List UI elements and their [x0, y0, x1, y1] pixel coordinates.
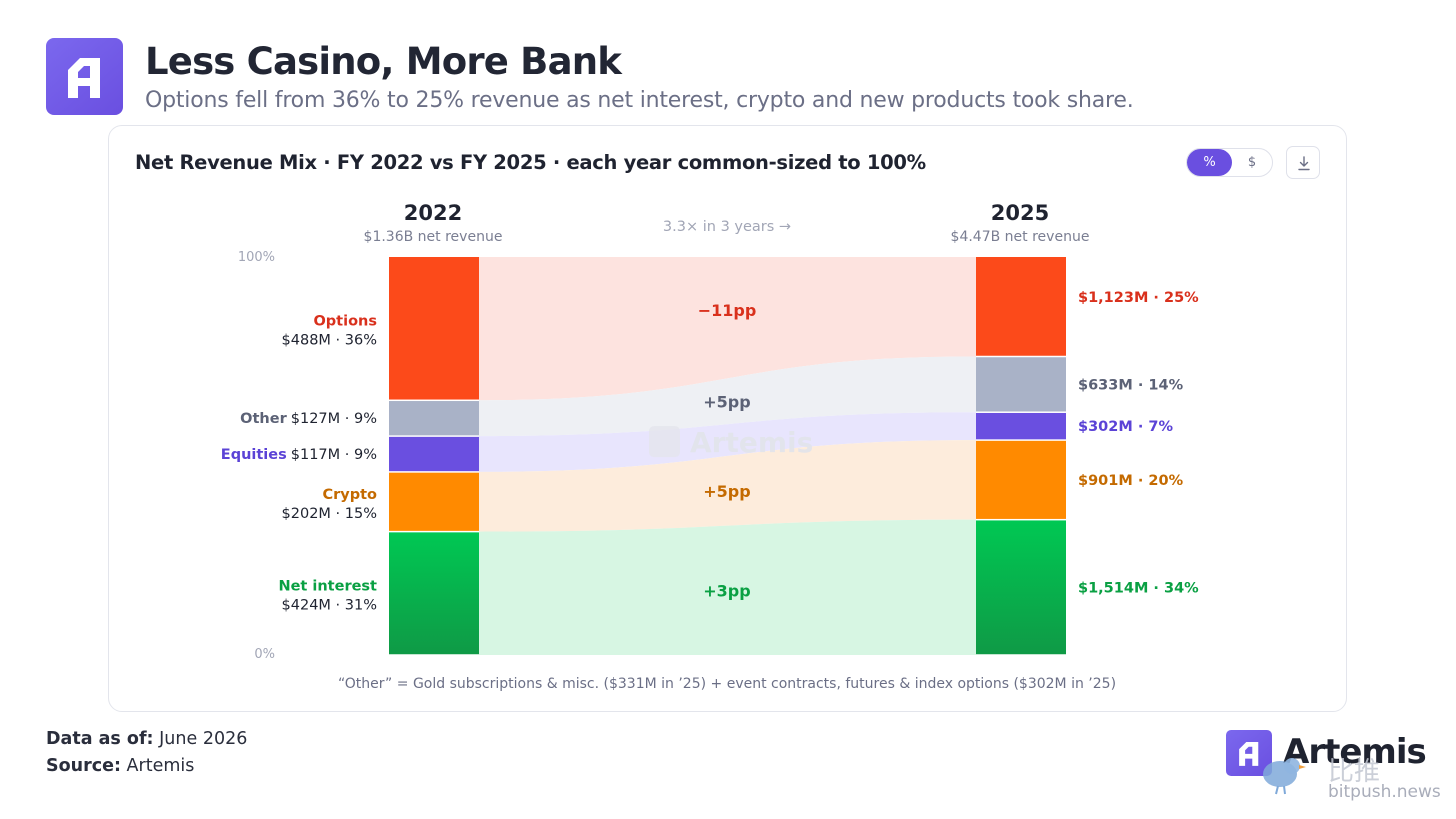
- label-2025-other: $633M · 14%: [1078, 377, 1184, 393]
- bar-2025-net-interest: [976, 520, 1066, 655]
- label-2022-value-equities: $117M · 9%: [291, 447, 377, 463]
- watermark-url: bitpush.news: [1328, 782, 1441, 802]
- y-tick-0: 0%: [254, 647, 275, 662]
- label-2025-net-interest: $1,514M · 34%: [1078, 580, 1199, 596]
- bar-2025-options: [976, 257, 1066, 356]
- y-tick-100: 100%: [238, 250, 275, 265]
- download-icon: [1298, 156, 1310, 171]
- flow-label-crypto: +5pp: [703, 482, 750, 501]
- bar-2025-equities: [976, 412, 1066, 440]
- brand-name: Artemis: [1283, 732, 1427, 772]
- watermark-cn: 比推: [1328, 757, 1381, 787]
- data-as-of: Data as of: June 2026: [46, 729, 247, 749]
- bar-2025-crypto: [976, 440, 1066, 519]
- column-year-2022: 2022: [404, 201, 462, 225]
- growth-label: 3.3× in 3 years →: [663, 219, 791, 235]
- label-2025-equities: $302M · 7%: [1078, 419, 1173, 435]
- bar-2022-other: [389, 401, 479, 436]
- artemis-logo-icon: [68, 58, 100, 98]
- source: Source: Artemis: [46, 756, 194, 776]
- label-2022-name-net-interest: Net interest: [278, 578, 377, 594]
- chart-watermark: Artemis: [690, 426, 813, 459]
- label-2025-crypto: $901M · 20%: [1078, 473, 1184, 489]
- bar-2022-crypto: [389, 472, 479, 531]
- bird-icon: [1263, 758, 1306, 795]
- bar-2022-equities: [389, 436, 479, 472]
- data-as-of-label: Data as of:: [46, 729, 154, 749]
- label-2022-value-net-interest: $424M · 31%: [282, 597, 377, 613]
- bar-2022-net-interest: [389, 532, 479, 655]
- flow-equities: [479, 412, 976, 472]
- label-2022-name-other: Other: [240, 411, 287, 427]
- brand-logo-icon: [1239, 741, 1259, 766]
- dollar-toggle-button[interactable]: $: [1247, 155, 1257, 170]
- chart-title: Net Revenue Mix · FY 2022 vs FY 2025 · e…: [135, 151, 926, 174]
- flow-options: [479, 257, 976, 401]
- source-value: Artemis: [126, 756, 195, 776]
- label-2022-name-crypto: Crypto: [322, 487, 377, 503]
- chart-footnote: “Other” = Gold subscriptions & misc. ($3…: [338, 676, 1116, 692]
- column-caption-2025: $4.47B net revenue: [951, 229, 1090, 245]
- data-as-of-value: June 2026: [159, 729, 248, 749]
- percent-toggle-button[interactable]: %: [1187, 149, 1232, 176]
- label-2025-options: $1,123M · 25%: [1078, 290, 1199, 306]
- flow-label-options: −11pp: [698, 301, 757, 320]
- flow-net-interest: [479, 519, 976, 655]
- flow-label-other: +5pp: [703, 392, 750, 411]
- column-caption-2022: $1.36B net revenue: [364, 229, 503, 245]
- source-label: Source:: [46, 756, 121, 776]
- page-title: Less Casino, More Bank: [145, 40, 622, 83]
- label-2022-name-equities: Equities: [221, 447, 287, 463]
- label-2022-value-options: $488M · 36%: [282, 333, 377, 349]
- label-2022-value-other: $127M · 9%: [291, 411, 377, 427]
- label-2022-value-crypto: $202M · 15%: [282, 506, 377, 522]
- flow-label-net-interest: +3pp: [703, 581, 750, 600]
- artemis-logo: [46, 38, 123, 115]
- column-year-2025: 2025: [991, 201, 1049, 225]
- flow-crypto: [479, 440, 976, 532]
- brand-logo: [1226, 730, 1272, 776]
- bar-2022-options: [389, 257, 479, 400]
- label-2022-name-options: Options: [313, 314, 377, 330]
- watermark-logo-icon: [649, 426, 680, 458]
- page-subtitle: Options fell from 36% to 25% revenue as …: [145, 88, 1134, 113]
- bar-2025-other: [976, 357, 1066, 412]
- download-button[interactable]: [1286, 146, 1320, 179]
- flow-other: [479, 356, 976, 437]
